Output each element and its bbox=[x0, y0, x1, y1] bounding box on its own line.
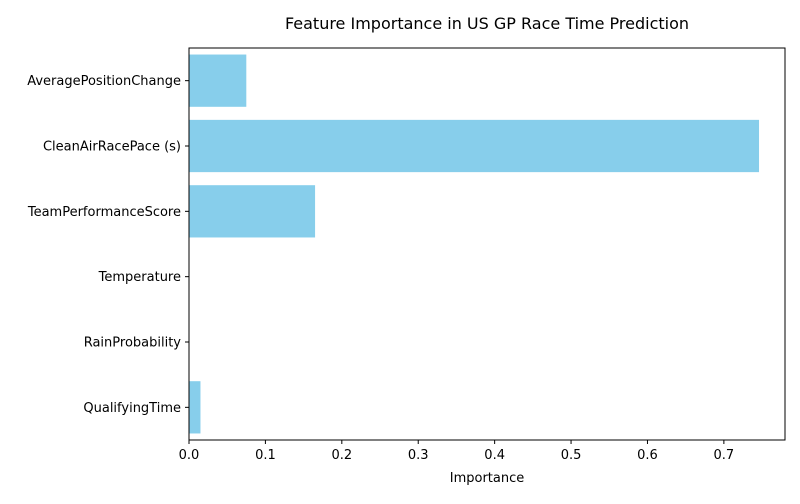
x-tick-label: 0.3 bbox=[408, 448, 429, 463]
bar-averagepositionchange bbox=[189, 54, 247, 107]
x-tick-label: 0.0 bbox=[179, 448, 200, 463]
y-tick-label: Temperature bbox=[98, 270, 181, 285]
x-tick-label: 0.6 bbox=[637, 448, 658, 463]
x-tick-label: 0.2 bbox=[331, 448, 352, 463]
x-tick-label: 0.5 bbox=[561, 448, 582, 463]
x-axis-label: Importance bbox=[450, 471, 525, 486]
plot-frame bbox=[188, 47, 786, 441]
y-tick-label: CleanAirRacePace (s) bbox=[43, 140, 181, 155]
y-tick-label: AveragePositionChange bbox=[27, 74, 181, 89]
ticks-layer: AveragePositionChange CleanAirRacePace (s… bbox=[27, 74, 734, 463]
x-tick-label: 0.4 bbox=[484, 448, 505, 463]
bar-qualifyingtime bbox=[189, 381, 201, 434]
x-tick-label: 0.1 bbox=[255, 448, 276, 463]
x-tick-label: 0.7 bbox=[714, 448, 735, 463]
bars-layer bbox=[189, 54, 760, 434]
y-tick-label: RainProbability bbox=[84, 336, 182, 351]
y-tick-label: TeamPerformanceScore bbox=[27, 205, 181, 220]
bar-teamperformancescore bbox=[189, 185, 316, 238]
y-tick-label: QualifyingTime bbox=[83, 401, 181, 416]
chart-title: Feature Importance in US GP Race Time Pr… bbox=[285, 14, 689, 33]
bar-cleanairracepace-s bbox=[189, 119, 760, 173]
